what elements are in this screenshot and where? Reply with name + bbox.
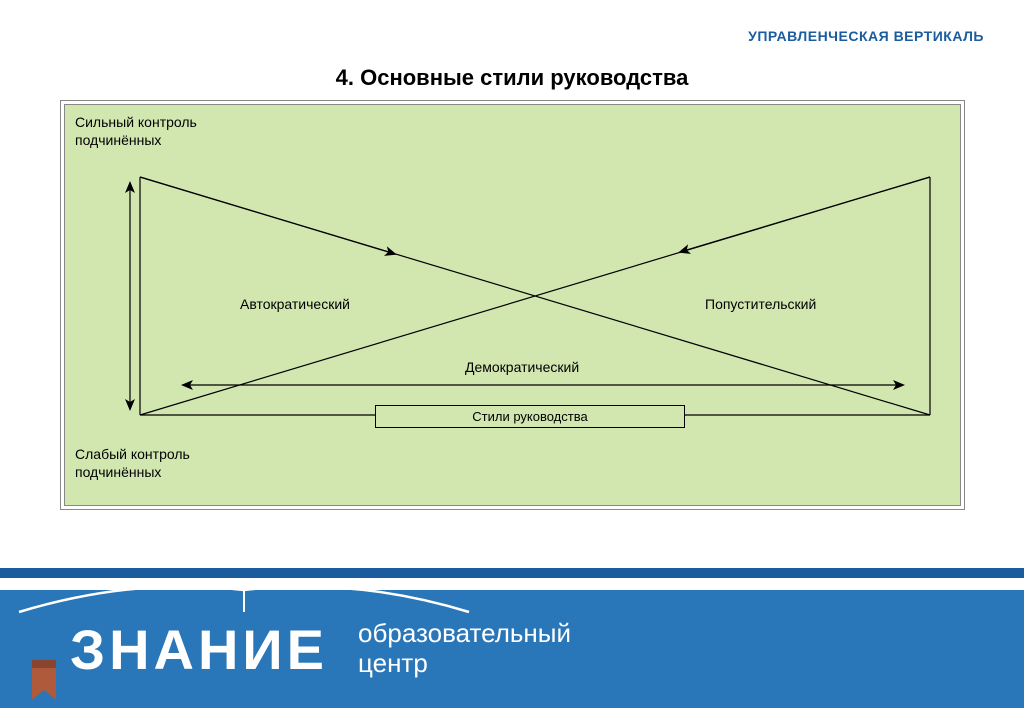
footer-sub-line1: образовательный	[358, 619, 571, 649]
label-weak-control: Слабый контрольподчинённых	[75, 445, 190, 481]
label-strong-control: Сильный контрольподчинённых	[75, 113, 197, 149]
label-democratic: Демократический	[465, 358, 579, 376]
diagram-frame: Сильный контрольподчинённых Слабый контр…	[60, 100, 965, 510]
page-title: 4. Основные стили руководства	[0, 65, 1024, 91]
title-number: 4.	[336, 65, 354, 90]
footer-stripe-white	[0, 578, 1024, 590]
footer-main: ЗНАНИЕ образовательный центр	[0, 590, 1024, 708]
header-label: УПРАВЛЕНЧЕСКАЯ ВЕРТИКАЛЬ	[748, 28, 984, 44]
diagram-background: Сильный контрольподчинённых Слабый контр…	[64, 104, 961, 506]
footer: ЗНАНИЕ образовательный центр	[0, 568, 1024, 708]
diagram-svg	[65, 105, 962, 507]
bookmark-icon	[32, 660, 56, 708]
label-autocratic: Автократический	[240, 295, 350, 313]
title-text: Основные стили руководства	[360, 65, 688, 90]
styles-box: Стили руководства	[375, 405, 685, 428]
footer-sub-line2: центр	[358, 649, 571, 679]
footer-stripe-top	[0, 568, 1024, 578]
label-permissive: Попустительский	[705, 295, 816, 313]
footer-subtitle: образовательный центр	[358, 619, 571, 679]
footer-brand: ЗНАНИЕ	[70, 617, 328, 682]
